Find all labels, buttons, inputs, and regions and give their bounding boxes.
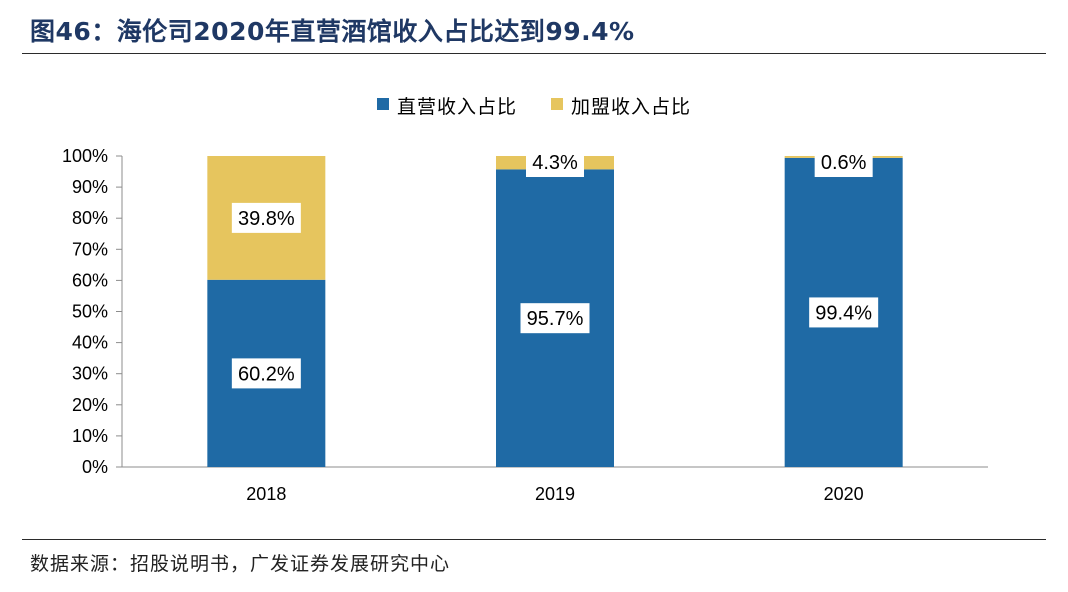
data-label-box xyxy=(526,147,584,177)
data-label: 39.8% xyxy=(238,208,295,230)
data-label-box xyxy=(231,202,301,233)
y-tick-label: 70% xyxy=(72,239,108,259)
bottom-rule xyxy=(22,539,1046,540)
y-tick-label: 80% xyxy=(72,208,108,228)
y-tick-label: 10% xyxy=(72,426,108,446)
legend-label-direct: 直营收入占比 xyxy=(396,96,517,118)
data-label: 60.2% xyxy=(238,363,295,385)
data-label: 95.7% xyxy=(527,308,584,330)
y-tick-label: 30% xyxy=(72,364,108,384)
legend-swatch-franchise xyxy=(551,97,564,110)
legend-swatch-direct xyxy=(376,97,389,110)
data-label-box xyxy=(520,303,590,334)
y-tick-label: 50% xyxy=(72,302,108,322)
data-label: 0.6% xyxy=(821,152,867,174)
y-tick-label: 20% xyxy=(72,395,108,415)
x-tick-label: 2018 xyxy=(246,484,286,504)
y-tick-label: 100% xyxy=(62,146,108,166)
data-label: 4.3% xyxy=(532,152,578,174)
data-label: 99.4% xyxy=(815,302,872,324)
legend-item-direct: 直营收入占比 xyxy=(376,92,517,119)
legend-item-franchise: 加盟收入占比 xyxy=(551,92,691,119)
x-tick-label: 2019 xyxy=(535,484,575,504)
figure-title: 图46：海伦司2020年直营酒馆收入占比达到99.4% xyxy=(30,17,635,46)
data-label-box xyxy=(809,297,879,328)
source-note: 数据来源：招股说明书，广发证券发展研究中心 xyxy=(30,553,451,575)
y-tick-label: 60% xyxy=(72,270,108,290)
top-rule xyxy=(22,53,1046,54)
chart-legend: 直营收入占比 加盟收入占比 xyxy=(0,92,1068,119)
y-tick-label: 90% xyxy=(72,177,108,197)
x-tick-label: 2020 xyxy=(824,484,864,504)
data-label-box xyxy=(231,358,301,389)
y-tick-label: 0% xyxy=(82,457,108,477)
y-tick-label: 40% xyxy=(72,333,108,353)
data-label-box xyxy=(814,147,873,177)
legend-label-franchise: 加盟收入占比 xyxy=(571,96,692,118)
